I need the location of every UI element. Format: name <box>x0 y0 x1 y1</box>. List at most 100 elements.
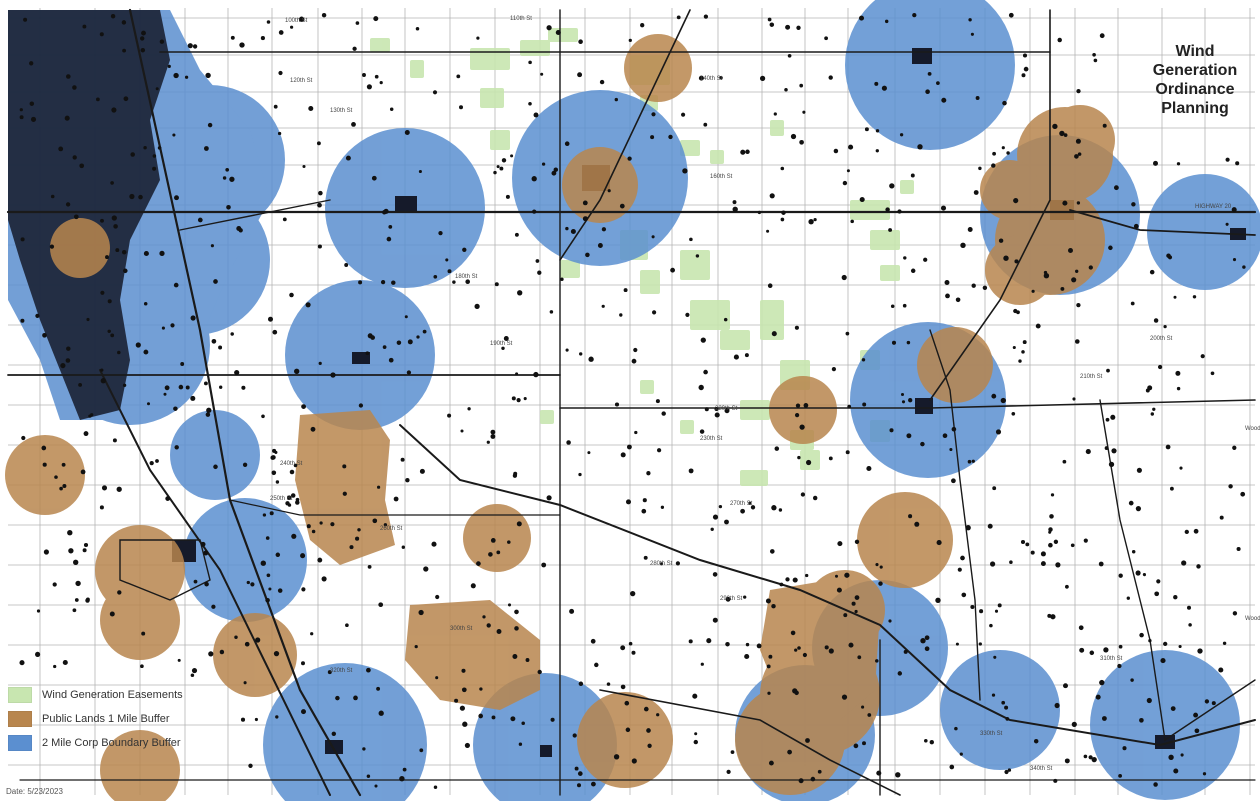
farmstead-dot <box>352 46 357 51</box>
farmstead-dot <box>505 194 510 199</box>
farmstead-dot <box>906 340 911 345</box>
farmstead-dot <box>99 32 104 37</box>
farmstead-dot <box>859 196 865 203</box>
farmstead-dot <box>1148 639 1152 643</box>
farmstead-dot <box>803 403 809 408</box>
easement-patch <box>560 260 580 278</box>
farmstead-dot <box>842 180 848 186</box>
farmstead-dot <box>1001 146 1005 150</box>
farmstead-dot <box>799 83 804 88</box>
farmstead-dot <box>35 651 41 657</box>
farmstead-dot <box>703 122 708 127</box>
farmstead-dot <box>535 259 540 263</box>
farmstead-dot <box>924 646 930 652</box>
farmstead-dot <box>1077 152 1082 156</box>
legend-swatch-easements <box>8 687 32 703</box>
farmstead-dot <box>1012 345 1016 350</box>
road-label: Woodbury-Monona Line Rd <box>1245 426 1260 432</box>
farmstead-dot <box>107 329 111 334</box>
farmstead-dot <box>812 495 818 501</box>
farmstead-dot <box>54 475 58 479</box>
farmstead-dot <box>123 96 129 102</box>
farmstead-dot <box>1068 248 1073 253</box>
farmstead-dot <box>1136 467 1142 473</box>
farmstead-dot <box>944 280 950 285</box>
farmstead-dot <box>1204 699 1210 704</box>
farmstead-dot <box>867 713 872 717</box>
farmstead-dot <box>248 763 253 768</box>
farmstead-dot <box>205 412 211 417</box>
farmstead-dot <box>885 207 890 212</box>
farmstead-dot <box>537 270 542 275</box>
farmstead-dot <box>588 356 594 362</box>
farmstead-dot <box>382 345 387 349</box>
farmstead-dot <box>626 444 632 450</box>
farmstead-dot <box>1063 683 1068 689</box>
road-label: 270th St <box>730 501 753 507</box>
road-label: 110th St <box>510 16 532 22</box>
farmstead-dot <box>784 88 788 92</box>
farmstead-dot <box>317 557 323 563</box>
road-label: 230th St <box>700 436 723 442</box>
farmstead-dot <box>693 739 698 745</box>
farmstead-dot <box>496 629 502 634</box>
farmstead-dot <box>949 447 953 452</box>
farmstead-dot <box>533 371 539 378</box>
farmstead-dot <box>564 141 570 146</box>
farmstead-dot <box>831 367 837 372</box>
farmstead-dot <box>1139 717 1144 723</box>
farmstead-dot <box>203 550 209 556</box>
farmstead-dot <box>528 60 532 65</box>
farmstead-dot <box>889 183 895 189</box>
farmstead-dot <box>262 513 267 517</box>
farmstead-dot <box>30 116 37 122</box>
farmstead-dot <box>515 372 519 376</box>
farmstead-dot <box>362 73 366 77</box>
farmstead-dot <box>486 623 491 628</box>
farmstead-dot <box>780 217 785 222</box>
farmstead-dot <box>474 303 480 310</box>
farmstead-dot <box>1192 295 1197 299</box>
farmstead-dot <box>590 638 596 644</box>
farmstead-dot <box>1169 486 1174 491</box>
farmstead-dot <box>1075 269 1079 273</box>
farmstead-dot <box>607 189 611 193</box>
farmstead-dot <box>631 650 636 655</box>
farmstead-dot <box>841 694 848 700</box>
farmstead-dot <box>650 135 655 140</box>
farmstead-dot <box>546 25 552 31</box>
road-label: HIGHWAY 20 <box>1195 204 1232 210</box>
farmstead-dot <box>20 237 25 242</box>
farmstead-dot <box>239 42 245 48</box>
farmstead-dot <box>1210 371 1215 376</box>
farmstead-dot <box>100 368 104 372</box>
farmstead-dot <box>19 660 25 666</box>
farmstead-dot <box>759 75 766 82</box>
road-label: 300th St <box>450 626 473 632</box>
farmstead-dot <box>271 455 276 460</box>
farmstead-dot <box>121 20 127 25</box>
easement-patch <box>900 180 914 194</box>
farmstead-dot <box>906 433 912 439</box>
farmstead-dot <box>415 27 420 31</box>
farmstead-dot <box>1091 756 1097 763</box>
farmstead-dot <box>979 609 984 614</box>
farmstead-dot <box>461 668 466 673</box>
easement-patch <box>520 40 550 56</box>
farmstead-dot <box>1225 157 1230 162</box>
farmstead-dot <box>1018 359 1022 363</box>
farmstead-dot <box>1139 632 1144 638</box>
farmstead-dot <box>476 561 481 566</box>
farmstead-dot <box>766 229 770 233</box>
farmstead-dot <box>73 214 79 220</box>
farmstead-dot <box>465 279 471 285</box>
farmstead-dot <box>240 717 246 722</box>
farmstead-dot <box>546 495 552 501</box>
farmstead-dot <box>798 778 804 784</box>
farmstead-dot <box>479 687 483 691</box>
farmstead-dot <box>881 85 887 91</box>
farmstead-dot <box>1050 493 1055 497</box>
public-lands-buffer <box>769 376 837 444</box>
farmstead-dot <box>174 195 179 201</box>
farmstead-dot <box>675 561 681 566</box>
